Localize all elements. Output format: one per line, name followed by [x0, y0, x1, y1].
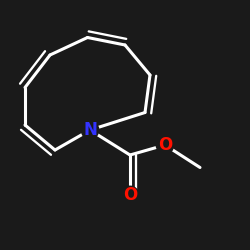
Text: O: O — [158, 136, 172, 154]
Circle shape — [81, 121, 99, 139]
Circle shape — [156, 136, 174, 154]
Circle shape — [121, 186, 139, 204]
Text: N: N — [83, 121, 97, 139]
Text: O: O — [123, 186, 137, 204]
